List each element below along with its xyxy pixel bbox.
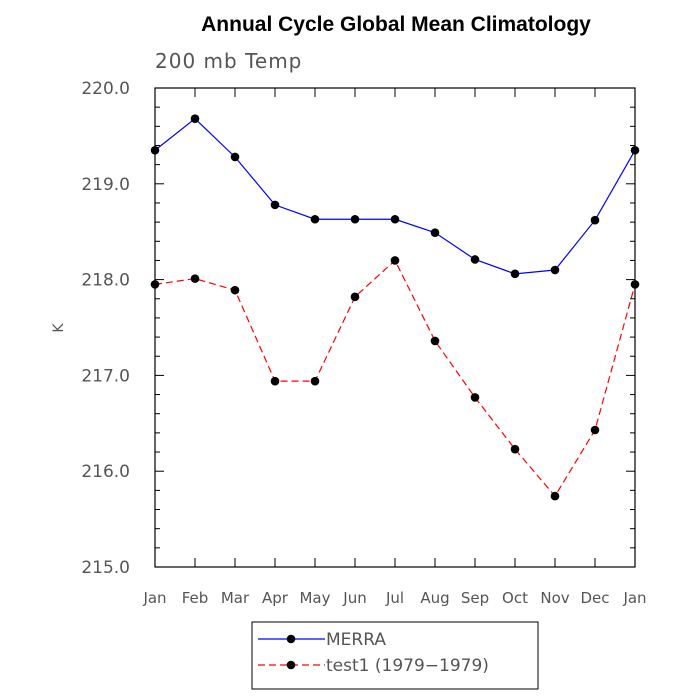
x-tick-label: Jan: [622, 589, 646, 607]
series-1: [150, 114, 640, 279]
data-point: [550, 491, 560, 501]
x-tick-label: Oct: [502, 589, 528, 607]
data-point: [590, 215, 600, 225]
data-point: [470, 393, 480, 402]
data-point: [390, 256, 400, 265]
legend-item: MERRA: [258, 630, 386, 650]
plot-frame: [154, 87, 636, 568]
x-tick-label: Aug: [420, 589, 449, 607]
data-point: [430, 336, 440, 346]
x-tick-label: May: [299, 589, 330, 607]
y-tick-label: 219.0: [81, 175, 130, 195]
data-point: [510, 269, 520, 279]
data-point: [190, 114, 200, 123]
legend-item: test1 (1979−1979): [258, 656, 489, 676]
x-tick-label: Sep: [461, 589, 489, 607]
data-point: [550, 265, 560, 275]
data-point: [470, 255, 480, 264]
data-point: [270, 200, 280, 210]
x-tick-label: Mar: [221, 589, 250, 607]
series-2: [150, 256, 640, 501]
legend-box: [251, 621, 539, 690]
legend-label: MERRA: [326, 630, 386, 650]
x-tick-label: Feb: [182, 589, 209, 607]
data-point: [310, 214, 320, 224]
data-point: [190, 274, 200, 283]
chart-title: Annual Cycle Global Mean Climatology: [201, 13, 591, 36]
y-tick-label: 216.0: [81, 462, 130, 482]
data-point: [430, 228, 440, 237]
x-tick-label: Jun: [342, 589, 366, 607]
series-line: [154, 259, 636, 498]
legend-marker: [286, 660, 296, 670]
data-point: [230, 285, 240, 295]
legend-label: test1 (1979−1979): [326, 656, 489, 676]
data-point: [230, 152, 240, 162]
data-point: [510, 444, 520, 454]
legend-marker: [286, 634, 296, 644]
chart-subtitle: 200 mb Temp: [155, 49, 302, 73]
y-tick-label: 220.0: [81, 79, 130, 99]
y-tick-label: 217.0: [81, 366, 130, 386]
series-layer: [150, 114, 640, 501]
y-tick-labels: 215.0 216.0 217.0 218.0 219.0 220.0: [81, 79, 130, 578]
x-tick-label: Dec: [580, 589, 609, 607]
data-point: [310, 376, 320, 386]
y-tick-label: 215.0: [81, 558, 130, 578]
x-tick-labels: Jan Feb Mar Apr May Jun Jul Aug Sep Oct Nov Dec Jan: [142, 589, 646, 607]
x-tick-label: Nov: [540, 589, 569, 607]
data-point: [350, 214, 360, 224]
legend: MERRA test1 (1979−1979): [251, 621, 539, 690]
axis-ticks: [154, 87, 636, 568]
data-point: [590, 425, 600, 435]
data-point: [270, 376, 280, 386]
x-tick-label: Jan: [142, 589, 166, 607]
y-axis-label: K: [51, 323, 67, 333]
x-tick-label: Jul: [385, 589, 404, 607]
data-point: [350, 292, 360, 302]
y-tick-label: 218.0: [81, 271, 130, 291]
data-point: [390, 214, 400, 224]
series-line: [154, 117, 636, 275]
x-tick-label: Apr: [262, 589, 289, 607]
